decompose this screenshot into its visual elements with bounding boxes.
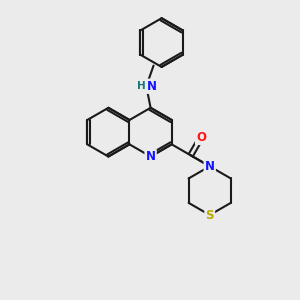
Text: O: O	[196, 131, 206, 144]
Text: N: N	[147, 80, 157, 93]
Text: S: S	[206, 208, 214, 221]
Text: N: N	[205, 160, 215, 173]
Text: N: N	[146, 150, 156, 163]
Text: H: H	[136, 81, 145, 91]
